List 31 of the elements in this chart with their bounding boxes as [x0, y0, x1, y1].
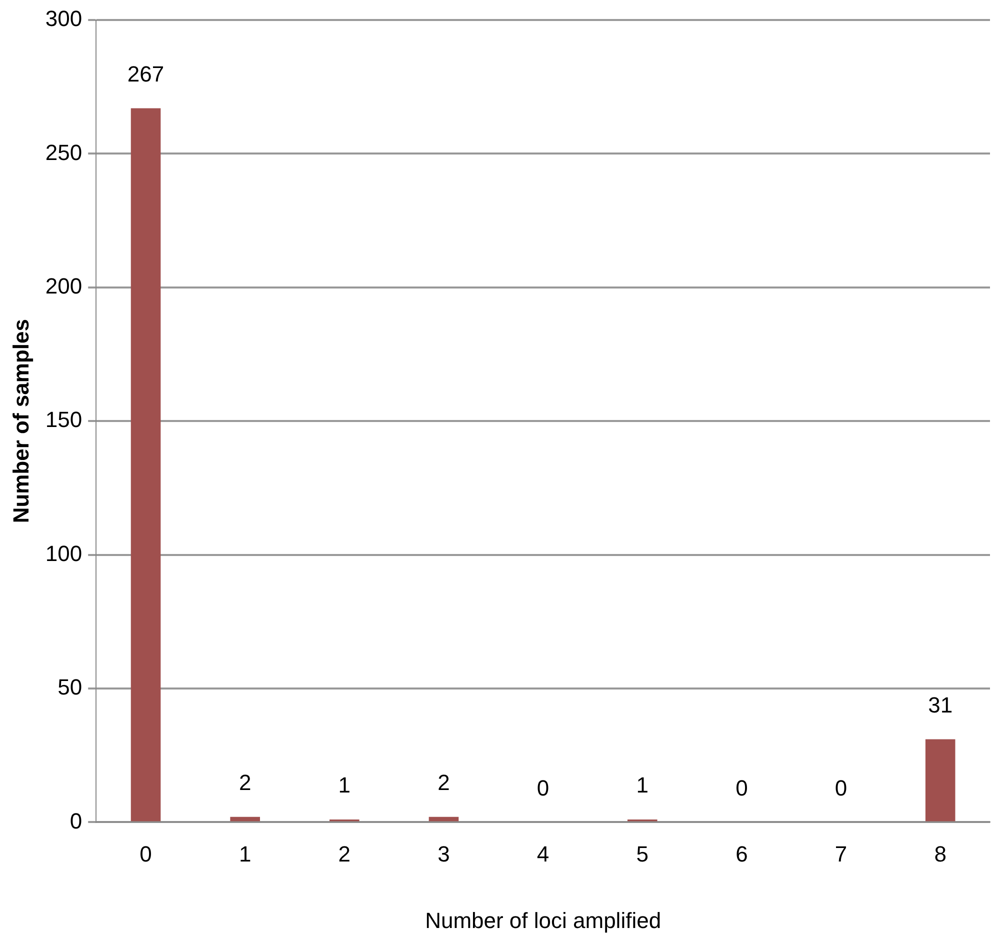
- x-tick-label: 5: [636, 841, 648, 866]
- bar: [130, 108, 161, 822]
- y-tick-label: 300: [45, 6, 82, 32]
- x-tick-label: 4: [536, 841, 550, 866]
- data-label: 0: [536, 775, 550, 800]
- data-label: 31: [928, 692, 953, 718]
- y-axis-title: Number of samples: [8, 319, 34, 524]
- data-label: 1: [636, 772, 648, 798]
- x-axis-title: Number of loci amplified: [425, 908, 662, 933]
- x-tick-label: 6: [736, 841, 748, 866]
- y-tick-label: 50: [58, 674, 82, 700]
- data-label: 1: [338, 772, 351, 798]
- bar: [428, 816, 459, 822]
- data-label: 0: [834, 775, 848, 800]
- data-label: 267: [127, 61, 164, 86]
- y-tick-label: 0: [70, 808, 82, 834]
- data-label: 2: [238, 770, 252, 795]
- data-label: 0: [736, 775, 748, 800]
- y-tick-label: 150: [45, 407, 82, 432]
- bar: [230, 816, 260, 822]
- y-tick-label: 100: [45, 540, 82, 566]
- x-tick-label: 8: [934, 841, 946, 866]
- y-tick-label: 250: [45, 140, 82, 165]
- x-tick-label: 2: [338, 841, 351, 866]
- bar: [925, 739, 956, 822]
- x-tick-label: 7: [834, 841, 848, 866]
- x-tick-label: 3: [438, 841, 450, 866]
- data-label: 2: [438, 770, 450, 795]
- y-tick-label: 200: [45, 273, 82, 298]
- x-tick-label: 0: [140, 841, 152, 866]
- x-tick-label: 1: [238, 841, 252, 866]
